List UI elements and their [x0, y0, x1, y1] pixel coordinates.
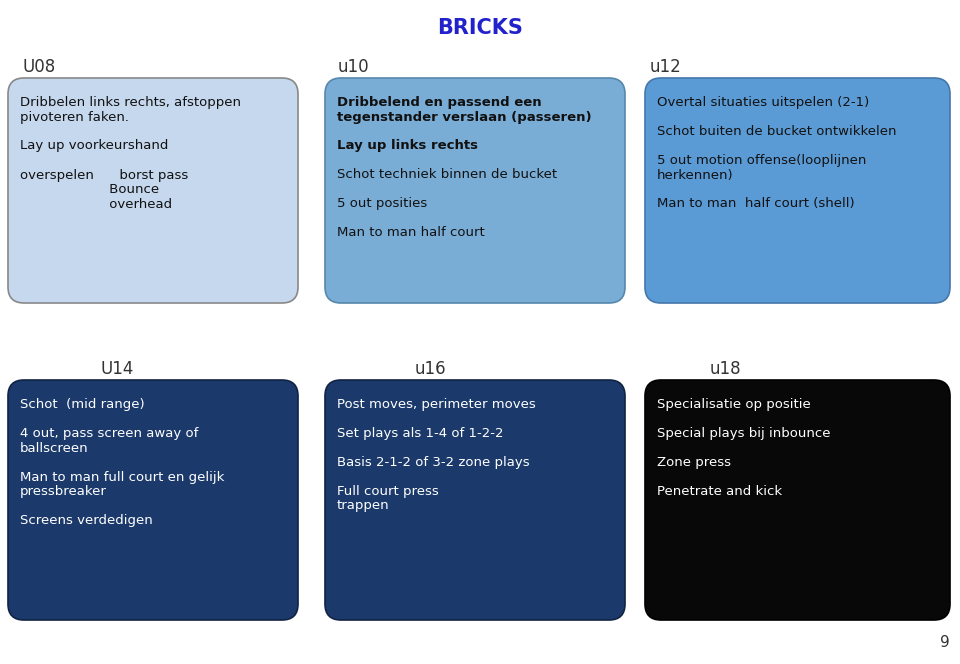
Text: Specialisatie op positie: Specialisatie op positie [657, 398, 811, 411]
Text: Lay up links rechts: Lay up links rechts [337, 139, 478, 153]
Text: Full court press: Full court press [337, 485, 439, 498]
Text: BRICKS: BRICKS [437, 18, 523, 38]
Text: Man to man half court: Man to man half court [337, 226, 485, 240]
Text: 5 out posities: 5 out posities [337, 197, 427, 210]
Text: U08: U08 [22, 58, 56, 76]
Text: Man to man  half court (shell): Man to man half court (shell) [657, 197, 854, 210]
Text: 5 out motion offense(looplijnen: 5 out motion offense(looplijnen [657, 154, 866, 167]
Text: Dribbelend en passend een: Dribbelend en passend een [337, 96, 541, 109]
Text: overspelen      borst pass: overspelen borst pass [20, 169, 188, 181]
Text: Lay up voorkeurshand: Lay up voorkeurshand [20, 139, 168, 153]
Text: u12: u12 [650, 58, 682, 76]
Text: pivoteren faken.: pivoteren faken. [20, 110, 129, 124]
Text: Set plays als 1-4 of 1-2-2: Set plays als 1-4 of 1-2-2 [337, 427, 503, 440]
Text: u16: u16 [415, 360, 446, 378]
Text: Schot techniek binnen de bucket: Schot techniek binnen de bucket [337, 169, 557, 181]
Text: trappen: trappen [337, 499, 390, 513]
Text: ballscreen: ballscreen [20, 442, 88, 454]
Text: Schot buiten de bucket ontwikkelen: Schot buiten de bucket ontwikkelen [657, 125, 897, 138]
Text: Post moves, perimeter moves: Post moves, perimeter moves [337, 398, 536, 411]
Text: U14: U14 [100, 360, 133, 378]
FancyBboxPatch shape [645, 78, 950, 303]
Text: Dribbelen links rechts, afstoppen: Dribbelen links rechts, afstoppen [20, 96, 241, 109]
FancyBboxPatch shape [8, 380, 298, 620]
Text: Screens verdedigen: Screens verdedigen [20, 514, 153, 527]
Text: pressbreaker: pressbreaker [20, 485, 107, 498]
Text: tegenstander verslaan (passeren): tegenstander verslaan (passeren) [337, 110, 591, 124]
Text: u10: u10 [338, 58, 370, 76]
FancyBboxPatch shape [645, 380, 950, 620]
FancyBboxPatch shape [325, 78, 625, 303]
Text: u18: u18 [710, 360, 742, 378]
Text: Bounce: Bounce [20, 183, 159, 196]
Text: overhead: overhead [20, 197, 172, 210]
Text: 9: 9 [940, 635, 950, 650]
FancyBboxPatch shape [325, 380, 625, 620]
Text: Zone press: Zone press [657, 456, 731, 469]
Text: Man to man full court en gelijk: Man to man full court en gelijk [20, 471, 225, 483]
Text: Special plays bij inbounce: Special plays bij inbounce [657, 427, 830, 440]
Text: Schot  (mid range): Schot (mid range) [20, 398, 145, 411]
Text: Penetrate and kick: Penetrate and kick [657, 485, 782, 498]
Text: Overtal situaties uitspelen (2-1): Overtal situaties uitspelen (2-1) [657, 96, 869, 109]
Text: 4 out, pass screen away of: 4 out, pass screen away of [20, 427, 199, 440]
Text: herkennen): herkennen) [657, 169, 733, 181]
FancyBboxPatch shape [8, 78, 298, 303]
Text: Basis 2-1-2 of 3-2 zone plays: Basis 2-1-2 of 3-2 zone plays [337, 456, 530, 469]
